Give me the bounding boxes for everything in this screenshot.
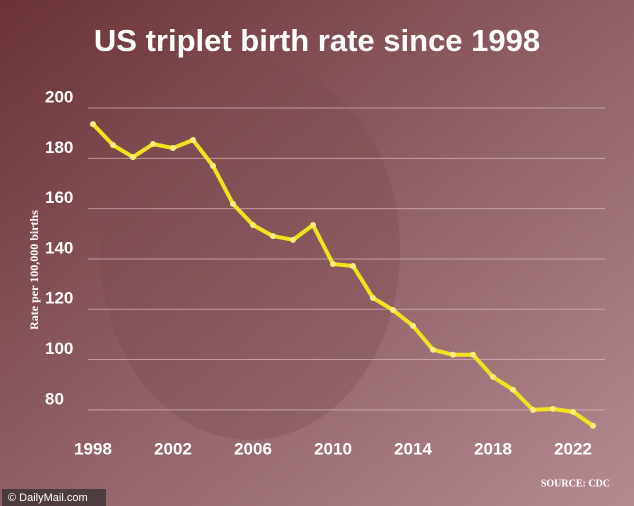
point — [310, 222, 316, 229]
point — [130, 154, 136, 161]
point — [330, 260, 336, 267]
point — [470, 351, 476, 358]
point — [190, 136, 196, 143]
point — [350, 262, 356, 269]
watermark: © DailyMail.com — [8, 492, 88, 504]
x-tick-label: 2018 — [474, 439, 512, 458]
source: SOURCE: CDC — [541, 478, 610, 489]
y-tick-label: 180 — [45, 138, 73, 157]
watermark-bg — [2, 489, 106, 506]
x-tick-label: 2010 — [314, 439, 352, 458]
point — [90, 121, 96, 128]
point — [490, 373, 496, 380]
point — [590, 422, 596, 429]
point — [290, 236, 296, 243]
point — [410, 322, 416, 329]
y-tick-label: 200 — [45, 88, 73, 107]
point — [390, 307, 396, 314]
y-tick-label: 120 — [45, 289, 73, 308]
point — [570, 408, 576, 415]
point — [370, 294, 376, 301]
x-tick-label: 2006 — [234, 439, 272, 458]
point — [530, 406, 536, 413]
x-tick-label: 2022 — [554, 439, 592, 458]
point — [110, 142, 116, 149]
x-tick-label: 1998 — [74, 439, 112, 458]
point — [270, 233, 276, 240]
point — [210, 162, 216, 169]
point — [170, 145, 176, 152]
y-tick-label: 160 — [45, 188, 73, 207]
point — [510, 386, 516, 393]
chart-title: US triplet birth rate since 1998 — [94, 23, 540, 58]
point — [150, 141, 156, 148]
x-tick-label: 2002 — [154, 439, 192, 458]
point — [450, 351, 456, 358]
point — [430, 346, 436, 353]
point — [250, 222, 256, 229]
point — [230, 200, 236, 207]
background-shape — [100, 60, 400, 440]
y-tick-label: 140 — [45, 238, 73, 257]
line — [91, 122, 595, 428]
x-tick-label: 2014 — [394, 439, 432, 458]
point — [550, 405, 556, 412]
y-axis-label: Rate per 100,000 births — [27, 210, 41, 330]
y-tick-label: 100 — [45, 339, 73, 358]
y-tick-label: 80 — [45, 389, 64, 408]
